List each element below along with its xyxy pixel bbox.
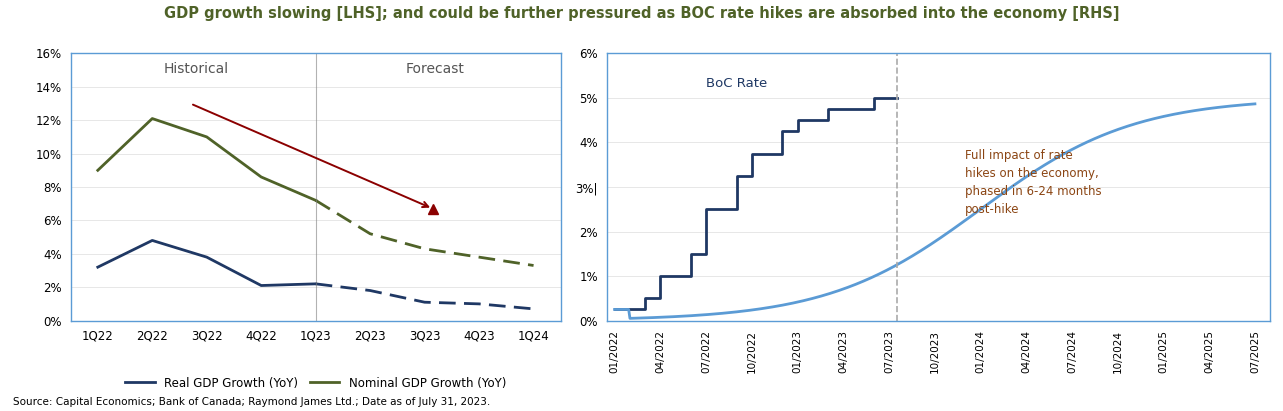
Text: Full impact of rate
hikes on the economy,
phased in 6-24 months
post-hike: Full impact of rate hikes on the economy…	[965, 149, 1102, 216]
Text: Forecast: Forecast	[407, 62, 464, 76]
Text: GDP growth slowing [LHS]; and could be further pressured as BOC rate hikes are a: GDP growth slowing [LHS]; and could be f…	[164, 6, 1119, 21]
Text: Historical: Historical	[163, 62, 228, 76]
Legend: Real GDP Growth (YoY), Nominal GDP Growth (YoY): Real GDP Growth (YoY), Nominal GDP Growt…	[121, 372, 511, 394]
Text: Source: Capital Economics; Bank of Canada; Raymond James Ltd.; Date as of July 3: Source: Capital Economics; Bank of Canad…	[13, 397, 490, 407]
Text: BoC Rate: BoC Rate	[706, 77, 767, 90]
